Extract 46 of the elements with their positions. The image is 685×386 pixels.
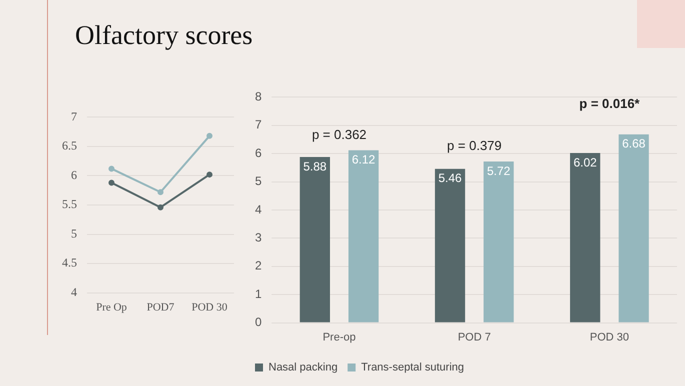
x-tick-label: Pre Op bbox=[96, 301, 128, 314]
bar bbox=[570, 153, 600, 322]
y-tick-label: 8 bbox=[254, 90, 262, 104]
y-tick-label: 4.5 bbox=[62, 256, 77, 270]
y-tick-label: 6 bbox=[254, 146, 262, 160]
y-tick-label: 6 bbox=[71, 168, 77, 182]
y-tick-label: 0 bbox=[254, 315, 262, 330]
y-tick-label: 5 bbox=[71, 226, 77, 240]
data-label: 5.46 bbox=[438, 171, 462, 186]
annotation: p = 0.362 bbox=[312, 126, 367, 142]
y-tick-label: 4 bbox=[254, 202, 262, 216]
point bbox=[206, 172, 212, 178]
annotation: p = 0.379 bbox=[447, 138, 502, 154]
y-tick-label: 3 bbox=[254, 230, 262, 245]
x-tick-label: POD 30 bbox=[192, 301, 228, 314]
bar bbox=[300, 156, 330, 322]
point bbox=[158, 204, 164, 210]
data-label: 6.12 bbox=[352, 152, 376, 167]
bar bbox=[434, 168, 466, 322]
chart-title: Olfactory scores bbox=[75, 20, 253, 51]
point bbox=[108, 166, 114, 172]
data-label: 5.72 bbox=[486, 164, 511, 178]
legend-label: Nasal packing bbox=[268, 362, 338, 374]
y-tick-label: 4 bbox=[71, 284, 77, 299]
bar bbox=[484, 161, 514, 322]
x-tick-label: POD 7 bbox=[458, 331, 491, 344]
point bbox=[158, 189, 164, 196]
x-tick-label: Pre-op bbox=[322, 331, 356, 344]
data-label: 5.88 bbox=[303, 159, 327, 174]
bar bbox=[348, 150, 379, 322]
point bbox=[206, 132, 212, 139]
y-tick-label: 7 bbox=[254, 118, 262, 132]
bar bbox=[618, 134, 649, 322]
y-tick-label: 5 bbox=[254, 174, 262, 188]
legend-label: Trans-septal suturing bbox=[361, 362, 464, 374]
point bbox=[108, 180, 114, 186]
data-label: 6.68 bbox=[622, 136, 646, 151]
y-tick-label: 1 bbox=[254, 286, 262, 301]
x-tick-label: POD 30 bbox=[590, 331, 630, 344]
y-tick-label: 5.5 bbox=[62, 197, 77, 212]
y-tick-label: 2 bbox=[254, 258, 262, 273]
y-tick-label: 7 bbox=[71, 109, 77, 124]
annotation: p = 0.016* bbox=[579, 96, 641, 111]
x-tick-label: POD7 bbox=[146, 301, 175, 314]
y-tick-label: 6.5 bbox=[62, 138, 77, 153]
data-label: 6.02 bbox=[573, 155, 598, 170]
